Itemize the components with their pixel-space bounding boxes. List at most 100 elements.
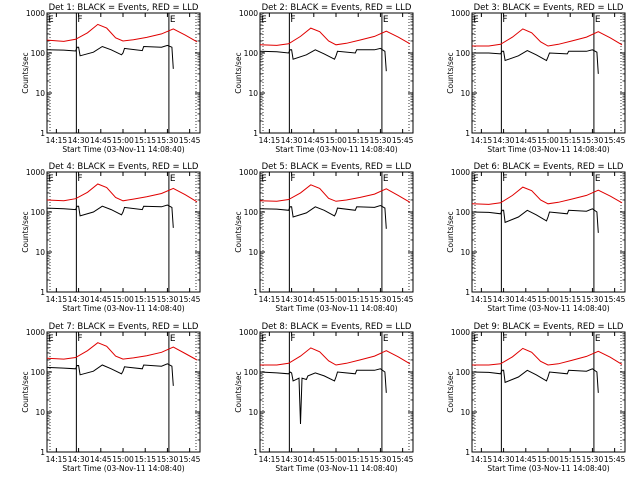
plot-frame <box>259 331 414 453</box>
events-series-line <box>46 44 174 69</box>
x-tick-label: 15:30 <box>582 455 604 464</box>
y-tick-label: 1 <box>253 288 258 297</box>
y-tick-label: 10 <box>460 248 470 257</box>
events-series-line <box>472 49 599 74</box>
x-tick-label: 14:30 <box>493 136 515 145</box>
x-tick-label: 15:00 <box>112 295 134 304</box>
flag-label: F <box>290 174 295 184</box>
panel-title: Det 6: BLACK = Events, RED = LLD <box>474 162 624 172</box>
x-tick-label: 15:45 <box>604 455 626 464</box>
y-tick-label: 10 <box>460 408 470 417</box>
events-series-line <box>471 208 599 233</box>
y-tick-label: 1 <box>40 129 45 138</box>
x-tick-label: 14:15 <box>259 295 281 304</box>
x-tick-label: 14:45 <box>303 136 325 145</box>
y-axis-label: Counts/sec <box>234 52 243 93</box>
x-tick-label: 14:45 <box>90 136 112 145</box>
x-tick-label: 14:15 <box>471 295 493 304</box>
x-axis-label: Start Time (03-Nov-11 14:08:40) <box>62 304 184 313</box>
y-tick-label: 100 <box>456 49 471 58</box>
flag-label: E <box>473 15 479 25</box>
flag-label: E <box>170 15 176 25</box>
y-axis-label: Counts/sec <box>446 211 455 252</box>
plot-frame <box>259 12 414 134</box>
flag-label: E <box>48 334 54 344</box>
x-tick-label: 14:30 <box>281 455 303 464</box>
flag-label: E <box>261 15 267 25</box>
x-tick-label: 15:30 <box>582 295 604 304</box>
x-tick-label: 14:15 <box>46 295 68 304</box>
x-tick-label: 15:30 <box>157 136 179 145</box>
x-tick-label: 15:45 <box>392 136 414 145</box>
flag-label: E <box>383 334 389 344</box>
detector-panel-2: Det 2: BLACK = Events, RED = LLD E F E 1 10 10… <box>234 3 414 154</box>
x-tick-label: 15:45 <box>179 136 201 145</box>
lld-series-line <box>46 183 198 203</box>
x-tick-label: 15:15 <box>134 295 156 304</box>
plot-frame <box>471 12 626 134</box>
y-tick-label: 1000 <box>239 328 258 337</box>
x-tick-label: 15:30 <box>582 136 604 145</box>
x-tick-label: 15:45 <box>604 136 626 145</box>
x-axis-label: Start Time (03-Nov-11 14:08:40) <box>487 464 609 473</box>
x-tick-label: 15:45 <box>179 295 201 304</box>
y-tick-label: 1 <box>40 288 45 297</box>
flag-label: F <box>502 15 507 25</box>
detector-panel-3: Det 3: BLACK = Events, RED = LLD E F E 1 10 10… <box>446 3 626 154</box>
flag-label: F <box>502 174 507 184</box>
y-tick-label: 1000 <box>26 9 45 18</box>
events-series-line <box>46 204 174 228</box>
lld-series-line <box>259 184 411 203</box>
events-series-line <box>259 368 387 425</box>
x-tick-label: 15:00 <box>537 136 559 145</box>
flag-label: E <box>595 15 601 25</box>
flag-label: E <box>261 174 267 184</box>
x-tick-label: 15:30 <box>157 455 179 464</box>
x-tick-label: 15:15 <box>134 136 156 145</box>
y-axis-label: Counts/sec <box>234 211 243 252</box>
flag-label: F <box>77 174 82 184</box>
events-series-line <box>259 204 387 229</box>
x-tick-label: 14:30 <box>68 136 90 145</box>
x-tick-label: 14:15 <box>259 455 281 464</box>
x-tick-label: 14:30 <box>493 295 515 304</box>
y-axis-label: Counts/sec <box>21 52 30 93</box>
x-tick-label: 15:15 <box>559 295 581 304</box>
x-tick-label: 15:45 <box>179 455 201 464</box>
lld-series-line <box>472 347 623 366</box>
y-tick-label: 100 <box>31 49 46 58</box>
x-tick-label: 15:00 <box>112 136 134 145</box>
x-tick-label: 14:15 <box>471 455 493 464</box>
x-axis-label: Start Time (03-Nov-11 14:08:40) <box>275 145 397 154</box>
y-tick-label: 1000 <box>451 168 470 177</box>
x-tick-label: 15:15 <box>559 455 581 464</box>
panel-title: Det 5: BLACK = Events, RED = LLD <box>262 162 412 172</box>
y-tick-label: 10 <box>248 89 258 98</box>
y-tick-label: 1 <box>40 448 45 457</box>
x-tick-label: 15:30 <box>370 455 392 464</box>
x-tick-label: 15:15 <box>559 136 581 145</box>
y-tick-label: 1000 <box>451 9 470 18</box>
y-axis-label: Counts/sec <box>234 371 243 412</box>
x-axis-label: Start Time (03-Nov-11 14:08:40) <box>62 145 184 154</box>
detector-panel-9: Det 9: BLACK = Events, RED = LLD E F E 1 10 10… <box>446 322 626 473</box>
x-tick-label: 15:15 <box>347 295 369 304</box>
y-tick-label: 1000 <box>239 168 258 177</box>
flag-label: E <box>261 334 267 344</box>
x-tick-label: 14:30 <box>281 295 303 304</box>
y-axis-label: Counts/sec <box>21 211 30 252</box>
y-tick-label: 1 <box>253 129 258 138</box>
x-tick-label: 14:45 <box>515 136 537 145</box>
y-tick-label: 1000 <box>26 328 45 337</box>
flag-label: F <box>77 334 82 344</box>
x-tick-label: 14:45 <box>303 295 325 304</box>
x-tick-label: 15:45 <box>392 295 414 304</box>
flag-label: F <box>77 15 82 25</box>
x-tick-label: 14:30 <box>493 455 515 464</box>
panel-title: Det 7: BLACK = Events, RED = LLD <box>49 322 199 332</box>
y-tick-label: 10 <box>460 89 470 98</box>
lld-series-line <box>46 342 198 361</box>
flag-label: E <box>383 15 389 25</box>
x-tick-label: 15:45 <box>392 455 414 464</box>
